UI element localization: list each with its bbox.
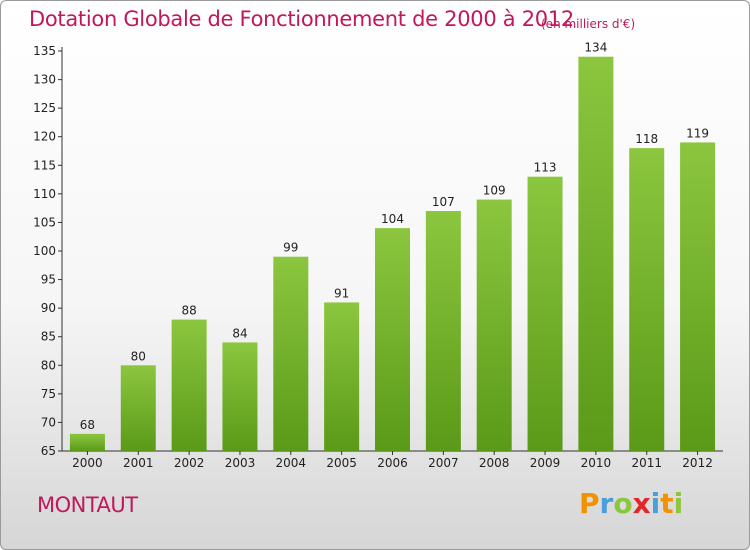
logo-letter: x bbox=[632, 487, 651, 520]
y-tick-label: 75 bbox=[41, 387, 56, 401]
bar-value-label: 84 bbox=[232, 326, 247, 340]
logo-letter: o bbox=[613, 487, 633, 520]
x-tick-label: 2003 bbox=[225, 456, 256, 470]
x-tick-label: 2000 bbox=[72, 456, 103, 470]
bar-2006 bbox=[375, 228, 410, 451]
chart-title: Dotation Globale de Fonctionnement de 20… bbox=[29, 7, 574, 31]
y-tick-label: 120 bbox=[33, 130, 56, 144]
y-tick-label: 100 bbox=[33, 244, 56, 258]
bar-value-label: 134 bbox=[584, 41, 607, 55]
bar-2002 bbox=[171, 319, 207, 451]
bar-value-label: 113 bbox=[534, 161, 557, 175]
logo-letter: r bbox=[599, 487, 614, 520]
bar-value-label: 68 bbox=[80, 418, 95, 432]
bar-value-label: 91 bbox=[334, 286, 349, 300]
bar-value-label: 104 bbox=[381, 212, 404, 226]
x-tick-label: 2002 bbox=[174, 456, 205, 470]
x-tick-label: 2009 bbox=[530, 456, 561, 470]
y-tick-label: 85 bbox=[41, 330, 56, 344]
logo-letter: i bbox=[650, 487, 661, 520]
logo-letter: i bbox=[673, 487, 684, 520]
logo-letter: t bbox=[660, 487, 674, 520]
bar-2007 bbox=[425, 211, 461, 451]
bar-value-label: 109 bbox=[483, 184, 506, 198]
x-tick-label: 2008 bbox=[479, 456, 510, 470]
y-tick-label: 95 bbox=[41, 273, 56, 287]
y-tick-label: 65 bbox=[41, 444, 56, 458]
x-tick-label: 2010 bbox=[581, 456, 612, 470]
bar-2012 bbox=[680, 142, 716, 451]
y-tick-label: 135 bbox=[33, 44, 56, 58]
bars: 68 80 88 84 99 91 104 107 109 113 134 118 119 bbox=[69, 41, 716, 451]
proxiti-logo: Proxiti bbox=[579, 487, 683, 520]
x-tick-label: 2005 bbox=[326, 456, 357, 470]
y-axis: 65 70 75 80 85 90 95 100 105 110 115 120 125 130 135 bbox=[33, 44, 63, 458]
commune-name: MONTAUT bbox=[37, 493, 138, 517]
y-tick-label: 90 bbox=[41, 301, 56, 315]
logo-letter: P bbox=[579, 487, 600, 520]
bar-2003 bbox=[222, 342, 258, 451]
y-tick-label: 130 bbox=[33, 73, 56, 87]
bar-2000 bbox=[69, 433, 105, 451]
x-tick-label: 2006 bbox=[377, 456, 408, 470]
bar-value-label: 80 bbox=[131, 349, 146, 363]
bar-2011 bbox=[629, 148, 665, 451]
y-tick-label: 115 bbox=[33, 158, 56, 172]
bar-2009 bbox=[527, 176, 563, 451]
chart-subtitle: (en milliers d'€) bbox=[541, 17, 636, 31]
y-tick-label: 110 bbox=[33, 187, 56, 201]
bar-value-label: 99 bbox=[283, 241, 298, 255]
bar-value-label: 107 bbox=[432, 195, 455, 209]
x-tick-label: 2001 bbox=[123, 456, 154, 470]
x-tick-label: 2004 bbox=[276, 456, 307, 470]
x-axis: 2000 2001 2002 2003 2004 2005 2006 2007 2008 2009… bbox=[62, 450, 723, 470]
y-tick-label: 125 bbox=[33, 101, 56, 115]
y-tick-label: 70 bbox=[41, 415, 56, 429]
bar-2005 bbox=[324, 302, 360, 451]
bar-value-label: 118 bbox=[635, 132, 658, 146]
bar-2001 bbox=[120, 365, 156, 451]
x-tick-label: 2012 bbox=[682, 456, 713, 470]
bar-2004 bbox=[273, 256, 309, 451]
x-tick-label: 2007 bbox=[428, 456, 459, 470]
bar-value-label: 119 bbox=[686, 126, 709, 140]
x-tick-label: 2011 bbox=[631, 456, 662, 470]
y-tick-label: 80 bbox=[41, 358, 56, 372]
bar-2010 bbox=[578, 56, 614, 451]
bar-value-label: 88 bbox=[181, 304, 196, 318]
y-tick-label: 105 bbox=[33, 215, 56, 229]
bar-2008 bbox=[476, 199, 512, 451]
